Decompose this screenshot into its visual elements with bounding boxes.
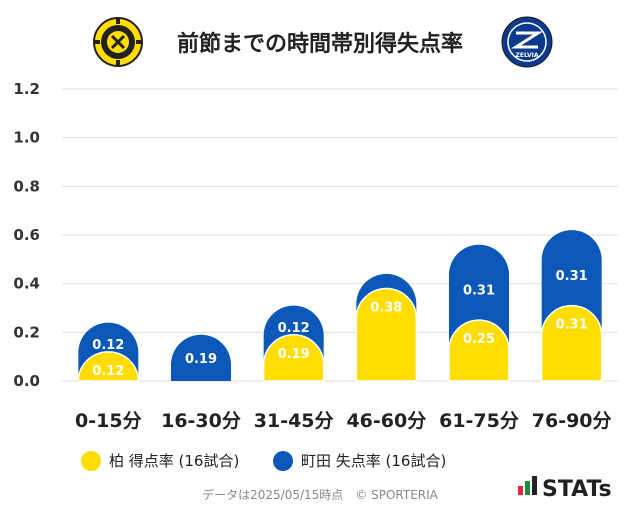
y-tick-label: 1.0 <box>13 129 40 147</box>
x-tick-label: 0-15分 <box>75 410 142 432</box>
y-axis-ticks: 1.2 1.0 0.8 0.6 0.4 0.2 0.0 <box>13 80 40 390</box>
bar-kashiwa <box>77 351 140 382</box>
x-tick-label: 31-45分 <box>254 410 334 432</box>
x-tick-label: 61-75分 <box>439 410 519 432</box>
data-label-machida: 0.31 <box>556 269 588 284</box>
stats-bars-icon <box>518 476 537 495</box>
y-tick-label: 0.8 <box>13 177 40 195</box>
footer-note: データは2025/05/15時点 © SPORTERIA <box>202 487 439 502</box>
legend: 柏 得点率 (16試合) 町田 失点率 (16試合) <box>81 451 446 471</box>
grid-lines <box>62 88 618 382</box>
data-label-kashiwa: 0.31 <box>556 318 588 333</box>
bar-kashiwa <box>355 287 418 382</box>
data-label-machida: 0.31 <box>463 283 495 298</box>
stats-brand-text: STATs <box>542 477 612 502</box>
data-label-kashiwa: 0.19 <box>278 347 310 362</box>
x-tick-label: 76-90分 <box>532 410 612 432</box>
bar-kashiwa <box>448 319 510 382</box>
machida-zelvia-emblem-icon: ZELVIA <box>501 16 553 68</box>
stats-logo: STATs <box>518 476 612 502</box>
x-tick-label: 16-30分 <box>161 410 241 432</box>
legend-swatch-kashiwa <box>81 451 101 471</box>
kashiwa-reysol-emblem-icon <box>93 17 143 67</box>
x-axis-ticks: 0-15分 16-30分 31-45分 46-60分 61-75分 76-90分 <box>75 410 611 432</box>
legend-label-kashiwa: 柏 得点率 (16試合) <box>109 452 239 470</box>
data-label-kashiwa: 0.12 <box>92 364 124 379</box>
bars: 0.12 0.12 0.19 0.12 0.19 0.38 0.31 0.25 0.31 0.31 <box>77 230 603 382</box>
data-label-machida: 0.12 <box>278 321 310 336</box>
data-label-kashiwa: 0.38 <box>370 301 402 316</box>
y-tick-label: 0.6 <box>13 226 40 244</box>
chart-title: 前節までの時間帯別得失点率 <box>177 31 463 57</box>
zelvia-logo-text: ZELVIA <box>516 52 539 59</box>
data-label-machida: 0.19 <box>185 352 217 367</box>
bar-kashiwa <box>262 334 325 382</box>
y-tick-label: 1.2 <box>13 80 40 98</box>
data-label-machida: 0.12 <box>92 338 124 353</box>
legend-label-machida: 町田 失点率 (16試合) <box>301 452 446 470</box>
y-tick-label: 0.0 <box>13 372 40 390</box>
bar-kashiwa <box>540 304 603 382</box>
x-tick-label: 46-60分 <box>346 410 426 432</box>
bar-machida <box>171 334 232 381</box>
y-tick-label: 0.2 <box>13 323 40 341</box>
legend-swatch-machida <box>273 451 293 471</box>
y-tick-label: 0.4 <box>13 275 40 293</box>
data-label-kashiwa: 0.25 <box>463 332 495 347</box>
